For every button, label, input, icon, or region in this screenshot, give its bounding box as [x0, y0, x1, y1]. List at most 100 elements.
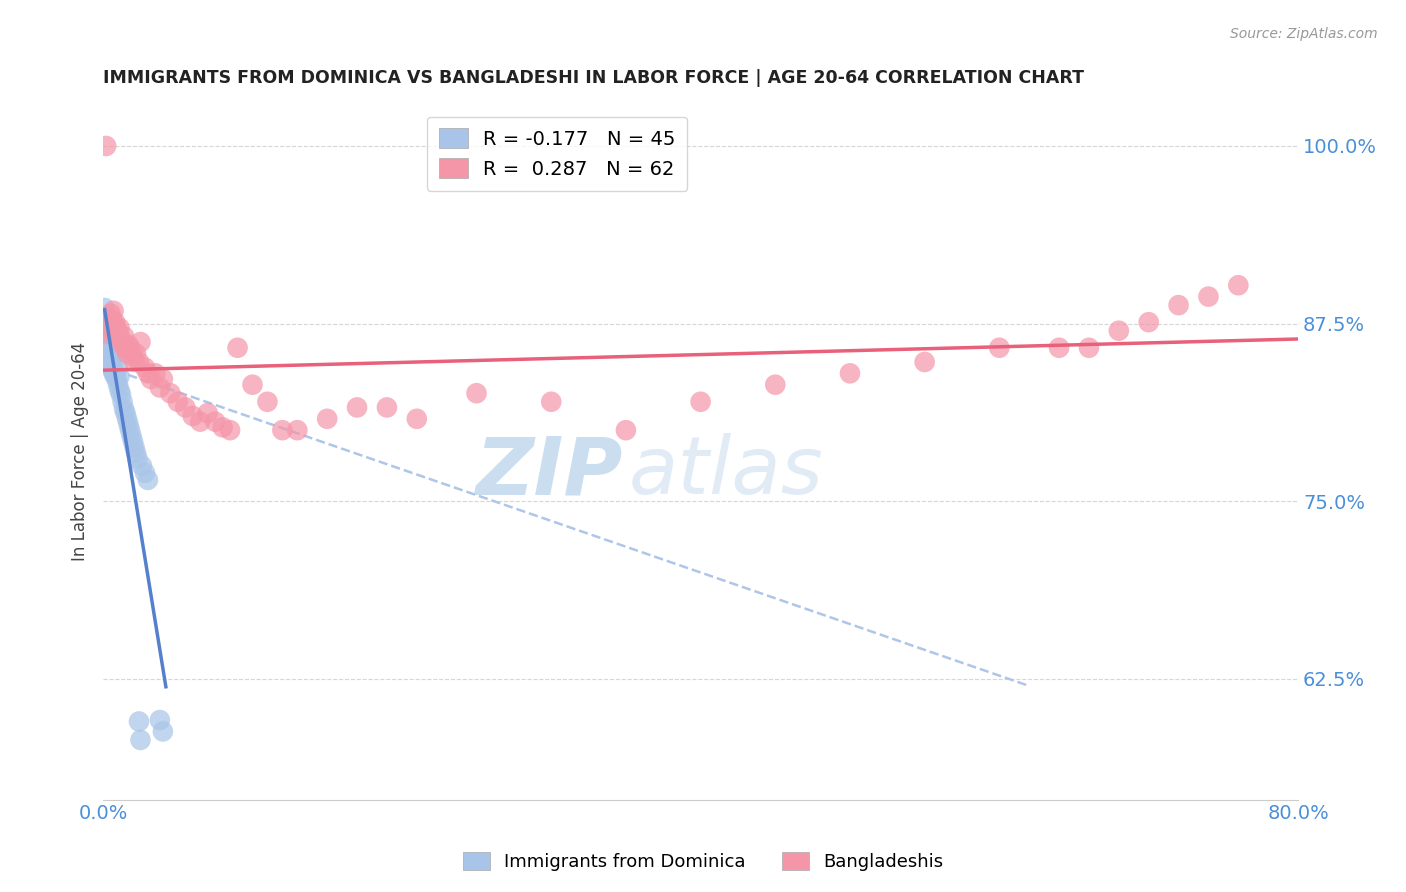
Point [1078, 341, 1101, 355]
Point [614, 423, 637, 437]
Point [94, 139, 117, 153]
Point [107, 360, 129, 375]
Point [105, 321, 128, 335]
Legend: Immigrants from Dominica, Bangladeshis: Immigrants from Dominica, Bangladeshis [456, 845, 950, 879]
Point [104, 369, 127, 384]
Point [101, 362, 124, 376]
Point [211, 420, 233, 434]
Point [226, 341, 249, 355]
Point [540, 394, 562, 409]
Point [104, 352, 127, 367]
Point [988, 341, 1011, 355]
Point [110, 332, 132, 346]
Point [129, 733, 152, 747]
Point [103, 345, 125, 359]
Point [125, 446, 148, 460]
Point [149, 713, 172, 727]
Point [100, 338, 122, 352]
Point [98, 355, 121, 369]
Point [375, 401, 398, 415]
Point [1137, 315, 1160, 329]
Point [110, 387, 132, 401]
Legend: R = -0.177   N = 45, R =  0.287   N = 62: R = -0.177 N = 45, R = 0.287 N = 62 [427, 117, 688, 191]
Point [111, 394, 134, 409]
Point [107, 377, 129, 392]
Point [115, 346, 138, 360]
Point [166, 394, 188, 409]
Point [101, 324, 124, 338]
Point [107, 326, 129, 341]
Point [101, 349, 124, 363]
Point [103, 367, 125, 381]
Point [112, 329, 135, 343]
Point [152, 724, 174, 739]
Point [127, 451, 149, 466]
Point [188, 415, 211, 429]
Text: ZIP: ZIP [475, 434, 623, 511]
Point [97, 349, 120, 363]
Point [139, 372, 162, 386]
Point [115, 412, 138, 426]
Point [124, 355, 146, 369]
Point [149, 380, 172, 394]
Point [108, 321, 131, 335]
Text: Source: ZipAtlas.com: Source: ZipAtlas.com [1230, 27, 1378, 41]
Point [346, 401, 368, 415]
Point [159, 386, 181, 401]
Point [122, 434, 145, 449]
Point [219, 423, 242, 437]
Point [197, 406, 219, 420]
Point [121, 429, 143, 443]
Point [181, 409, 204, 423]
Point [105, 372, 128, 386]
Point [93, 301, 115, 315]
Point [122, 349, 145, 363]
Point [94, 345, 117, 359]
Point [1227, 278, 1250, 293]
Point [128, 355, 150, 369]
Point [204, 415, 226, 429]
Point [101, 312, 124, 326]
Text: atlas: atlas [628, 434, 824, 511]
Point [1047, 341, 1070, 355]
Point [100, 307, 122, 321]
Point [104, 315, 127, 329]
Point [152, 372, 174, 386]
Point [465, 386, 488, 401]
Point [129, 334, 152, 349]
Point [914, 355, 936, 369]
Point [94, 331, 117, 345]
Point [271, 423, 294, 437]
Point [118, 423, 141, 437]
Point [1167, 298, 1189, 312]
Point [128, 714, 150, 729]
Point [98, 326, 121, 341]
Point [108, 369, 131, 384]
Point [131, 458, 153, 473]
Point [117, 417, 139, 432]
Point [134, 466, 156, 480]
Point [242, 377, 264, 392]
Point [118, 341, 141, 355]
Point [136, 473, 159, 487]
Point [94, 312, 117, 326]
Point [93, 345, 115, 359]
Point [125, 346, 148, 360]
Point [405, 412, 427, 426]
Point [114, 341, 136, 355]
Point [134, 360, 156, 375]
Point [97, 326, 120, 341]
Point [97, 338, 120, 352]
Point [316, 412, 339, 426]
Point [111, 338, 134, 352]
Point [256, 394, 278, 409]
Y-axis label: In Labor Force | Age 20-64: In Labor Force | Age 20-64 [72, 342, 89, 561]
Point [1108, 324, 1130, 338]
Point [839, 367, 862, 381]
Point [285, 423, 308, 437]
Point [101, 334, 124, 349]
Point [98, 341, 121, 355]
Point [174, 401, 197, 415]
Point [93, 324, 115, 338]
Point [145, 367, 167, 381]
